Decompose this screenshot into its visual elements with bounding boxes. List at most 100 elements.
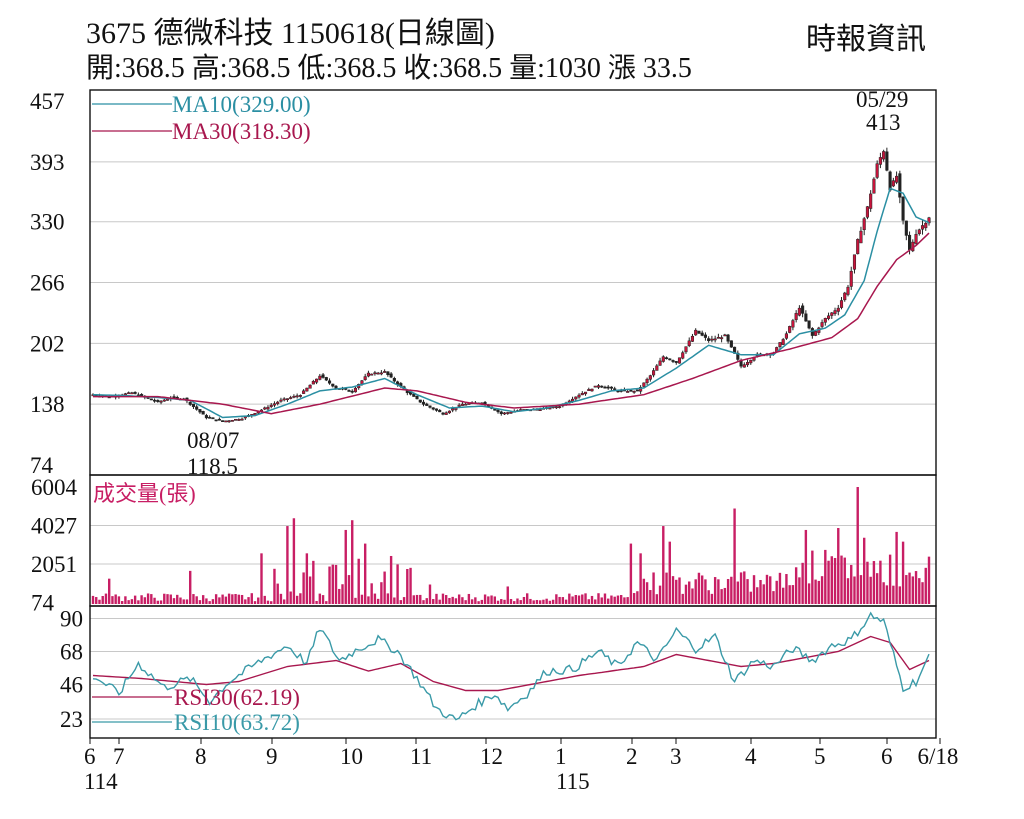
candle-body <box>613 388 617 391</box>
candle-body <box>904 220 908 236</box>
volume-bar <box>568 593 571 604</box>
volume-bar <box>477 601 480 604</box>
candle-body <box>243 416 247 419</box>
volume-bar <box>798 577 801 604</box>
volume-bar <box>743 571 746 604</box>
volume-bar <box>227 593 231 604</box>
candle-body <box>318 375 322 380</box>
candle-body <box>674 361 678 363</box>
volume-bar <box>383 571 386 604</box>
volume-bar <box>402 597 406 604</box>
x-axis-month-label: 6 <box>881 744 893 769</box>
volume-bar <box>862 537 866 604</box>
candle-body <box>464 403 468 406</box>
candle-body <box>720 337 724 340</box>
candle-body <box>583 391 588 395</box>
candle-body <box>282 398 286 401</box>
volume-bar <box>179 597 182 604</box>
candle-body <box>917 229 921 235</box>
candle-body <box>726 334 730 342</box>
volume-bar <box>901 541 905 604</box>
candle-body <box>444 412 448 415</box>
volume-bar <box>509 598 513 604</box>
volume-bar <box>866 561 869 604</box>
candle-body <box>208 416 212 419</box>
volume-bar <box>490 595 493 604</box>
volume-bar <box>590 595 594 604</box>
volume-bar <box>308 576 312 604</box>
candle-body <box>438 409 442 413</box>
volume-bar <box>746 579 749 604</box>
candle-body <box>635 389 639 392</box>
volume-bar <box>444 595 448 604</box>
volume-bar <box>237 594 241 604</box>
volume-bar <box>409 567 412 604</box>
volume-bar <box>483 594 487 604</box>
candle-body <box>580 392 584 396</box>
candle-body <box>629 389 633 392</box>
volume-bar <box>717 579 720 604</box>
volume-bar <box>872 561 876 604</box>
candle-body <box>661 356 665 362</box>
volume-bar <box>642 578 646 604</box>
volume-bar <box>804 529 808 604</box>
rsi30-legend-label: RSI30(62.19) <box>174 685 300 710</box>
price-axis-label: 457 <box>30 89 65 114</box>
price-axis-label: 138 <box>30 392 65 417</box>
volume-bar <box>879 560 882 604</box>
volume-bar <box>120 601 124 604</box>
candle-body <box>538 409 542 411</box>
volume-bar <box>351 520 354 604</box>
candle-body <box>451 408 455 411</box>
candle-body <box>830 312 834 316</box>
volume-bar <box>208 601 211 604</box>
candle-body <box>230 420 234 422</box>
candle-body <box>700 332 704 336</box>
candle-body <box>703 334 707 338</box>
volume-panel-label: 成交量(張) <box>93 481 196 506</box>
candle-body <box>191 403 195 407</box>
candle-body <box>723 334 727 337</box>
volume-bar <box>600 597 603 604</box>
volume-bar <box>736 581 740 604</box>
volume-bar <box>843 557 846 604</box>
volume-bar <box>733 508 736 604</box>
candle-body <box>888 171 892 191</box>
volume-bar <box>649 590 652 604</box>
candle-body <box>878 157 882 165</box>
volume-grid <box>90 525 936 565</box>
x-axis-year-label: 114 <box>84 769 118 794</box>
candle-body <box>558 406 562 408</box>
volume-bar <box>775 580 778 604</box>
candle-body <box>920 225 925 230</box>
volume-bar <box>250 593 253 604</box>
candle-body <box>389 373 393 378</box>
volume-bar <box>921 582 924 604</box>
candle-body <box>697 330 701 334</box>
candle-body <box>707 338 711 342</box>
volume-bar <box>425 598 428 604</box>
volume-bar <box>652 572 655 604</box>
volume-bar <box>266 600 270 604</box>
candle-body <box>376 372 380 375</box>
volume-bar <box>697 572 701 604</box>
volume-bar <box>908 572 911 604</box>
candle-body <box>305 387 309 392</box>
volume-bar <box>545 598 548 604</box>
volume-bar <box>480 599 484 604</box>
volume-bar <box>603 593 607 604</box>
volume-bar <box>645 582 649 604</box>
candle-body <box>574 396 578 400</box>
volume-bar <box>619 595 623 604</box>
volume-bar <box>710 593 714 604</box>
candle-body <box>875 163 879 178</box>
candle-body <box>224 420 228 423</box>
candle-body <box>188 401 192 405</box>
candle-body <box>742 364 746 368</box>
volume-bar <box>487 596 490 604</box>
candle-body <box>694 329 698 336</box>
candle-body <box>872 178 876 194</box>
candle-body <box>415 396 419 400</box>
price-axis-label: 202 <box>30 331 65 356</box>
